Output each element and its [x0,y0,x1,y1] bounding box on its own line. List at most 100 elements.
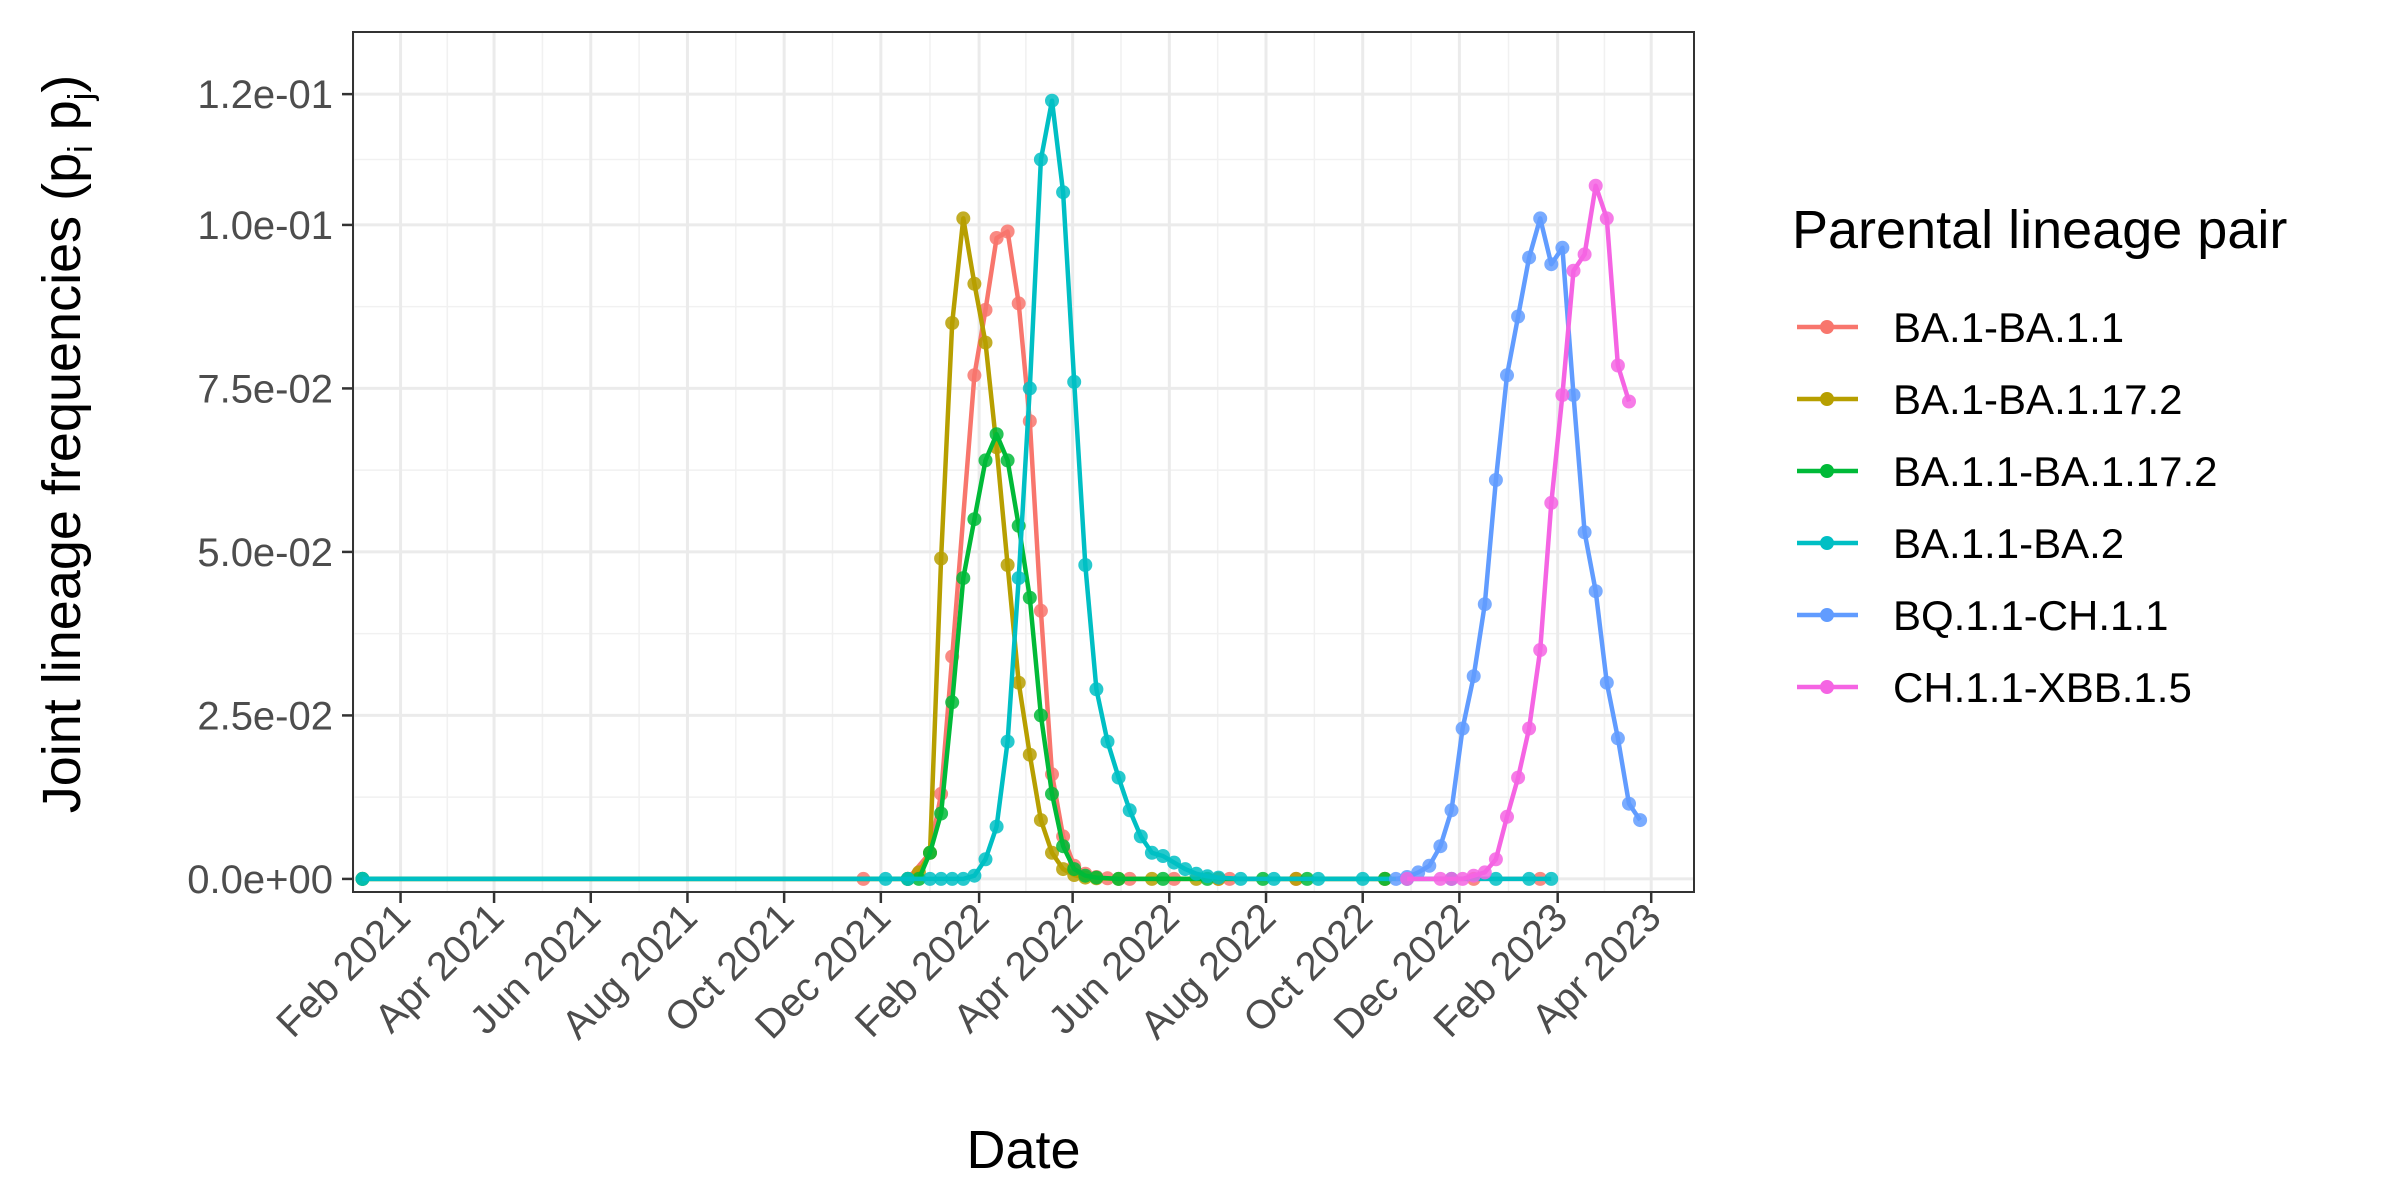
data-point [1622,796,1636,811]
data-point [923,845,937,860]
data-point [1089,870,1104,885]
data-point [1133,829,1148,844]
data-point [1078,868,1093,883]
data-point [945,695,960,710]
legend-item: BQ.1.1-CH.1.1 [1797,592,2168,639]
data-point [989,427,1004,442]
data-point [1522,250,1537,265]
data-point [1056,862,1071,877]
data-point [1033,603,1048,618]
data-point [1566,263,1581,278]
y-axis-title-sub-i: i [62,145,100,153]
data-point [1444,871,1459,886]
data-point [1078,558,1093,572]
data-point [1455,721,1470,736]
data-point [1178,862,1193,877]
data-point [1200,869,1215,884]
data-point [1599,211,1614,226]
legend-key-point [1820,464,1834,478]
data-point [1000,224,1015,239]
y-tick-label: 1.2e-01 [197,73,333,117]
legend-item: BA.1.1-BA.2 [1797,520,2124,567]
y-axis-title-sub-j: j [62,93,100,102]
data-point [1433,871,1448,886]
series-CH.1.1-XBB.1.5 [1400,178,1636,886]
data-point [1033,152,1048,167]
data-point [956,871,971,886]
data-point [967,368,982,383]
data-point [1555,240,1570,255]
y-tick-label: 7.5e-02 [197,367,333,411]
legend-title: Parental lineage pair [1792,200,2287,260]
data-point [1067,374,1082,389]
data-point [1045,93,1059,108]
data-point [1500,809,1514,824]
data-point [878,871,893,886]
data-point [1411,865,1426,880]
legend-key-point [1820,680,1834,694]
data-point [1056,839,1071,854]
data-point [1022,590,1037,605]
data-point [1022,381,1037,396]
data-point [934,551,949,566]
data-point [1033,708,1048,723]
legend-item: BA.1-BA.1.1 [1797,304,2124,351]
data-point [1466,669,1481,684]
data-point [945,871,960,886]
data-point [989,231,1004,245]
y-tick-label: 5.0e-02 [197,531,333,575]
data-point [1111,770,1126,785]
legend-key-point [1820,320,1834,334]
data-point [1033,813,1048,828]
legend-item: BA.1-BA.1.17.2 [1797,376,2183,423]
data-point [1266,871,1281,886]
legend-key-point [1820,536,1834,550]
data-point [1477,865,1492,880]
data-point [1511,309,1526,324]
data-point [1045,845,1059,860]
data-point [1100,734,1115,749]
series-BQ.1.1-CH.1.1 [1389,211,1648,886]
data-point [1400,871,1415,886]
legend-key-point [1820,392,1834,406]
data-point [1045,786,1059,801]
y-axis-title-main: Joint lineage frequencies (p [32,153,92,813]
legend: Parental lineage pair BA.1-BA.1.1BA.1-BA… [1792,200,2287,711]
data-point [1544,871,1559,886]
grid-major [353,32,1694,892]
data-point [1011,675,1026,690]
data-point [1577,247,1592,262]
series-layer [355,93,1648,886]
y-axis-title: Joint lineage frequencies (pi pj) [32,75,100,814]
data-point [1588,178,1603,193]
data-point [967,512,982,527]
data-point [1622,394,1636,409]
y-axis-title-sep: p [32,100,92,145]
data-point [1533,643,1548,657]
legend-key-point [1820,608,1834,622]
legend-label: BQ.1.1-CH.1.1 [1893,592,2168,639]
data-point [1156,849,1170,863]
legend-label: BA.1-BA.1.1 [1893,304,2124,351]
x-axis-title: Date [966,1120,1080,1180]
legend-items: BA.1-BA.1.1 BA.1-BA.1.17.2 BA.1.1-BA.1.17.… [1797,304,2218,711]
data-point [1189,866,1204,881]
panel-border [352,31,1695,893]
data-point [1211,870,1226,885]
data-point [1610,358,1625,373]
legend-label: CH.1.1-XBB.1.5 [1893,664,2192,711]
data-point [956,571,971,586]
legend-label: BA.1.1-BA.2 [1893,520,2124,567]
data-point [1588,584,1603,599]
data-point [1577,525,1592,540]
data-point [1156,871,1170,886]
legend-item: BA.1.1-BA.1.17.2 [1797,448,2218,495]
data-point [945,316,960,330]
data-point [967,276,982,291]
legend-label: BA.1-BA.1.17.2 [1893,376,2183,423]
data-point [355,871,370,886]
data-point [1444,803,1459,818]
data-point [923,871,937,886]
data-point [1477,597,1492,612]
